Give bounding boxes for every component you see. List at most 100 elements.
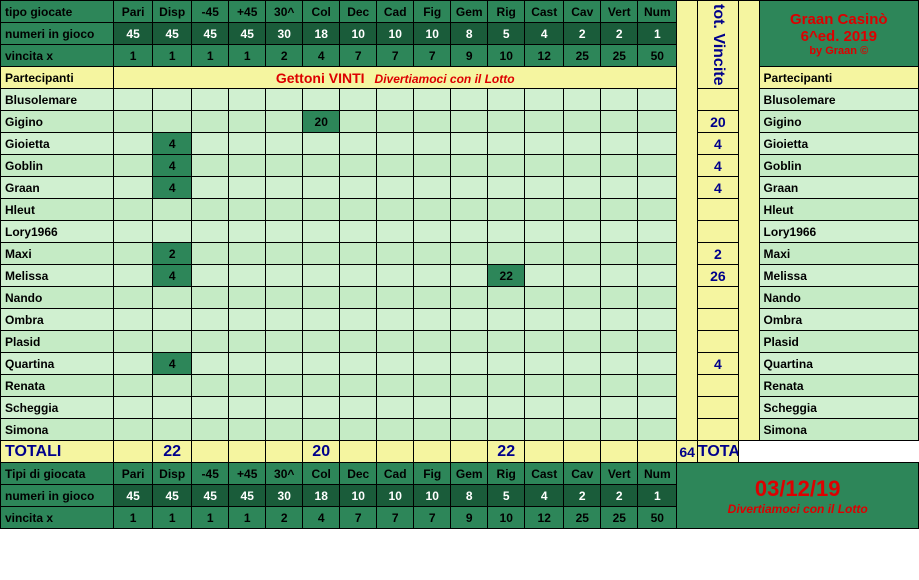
total-cell: 20	[303, 441, 340, 463]
col-header: Fig	[414, 1, 451, 23]
score-cell	[564, 177, 601, 199]
score-cell	[153, 89, 192, 111]
player-name-right: Maxi	[759, 243, 918, 265]
score-cell	[114, 199, 153, 221]
score-cell	[153, 287, 192, 309]
score-cell	[303, 397, 340, 419]
player-name-right: Lory1966	[759, 221, 918, 243]
score-cell	[601, 89, 638, 111]
player-name: Simona	[1, 419, 114, 441]
score-cell	[266, 221, 303, 243]
score-cell	[601, 265, 638, 287]
score-cell: 20	[303, 111, 340, 133]
score-cell	[414, 89, 451, 111]
score-cell	[340, 199, 377, 221]
score-cell	[601, 199, 638, 221]
player-name-right: Goblin	[759, 155, 918, 177]
score-cell	[266, 309, 303, 331]
score-cell	[153, 199, 192, 221]
score-cell	[525, 331, 564, 353]
score-cell	[414, 221, 451, 243]
total-cell	[451, 441, 488, 463]
score-cell: 4	[153, 265, 192, 287]
player-total: 4	[697, 155, 738, 177]
player-name: Scheggia	[1, 397, 114, 419]
score-cell: 4	[153, 133, 192, 155]
score-cell	[377, 375, 414, 397]
score-cell	[229, 199, 266, 221]
col-header: Pari	[114, 1, 153, 23]
score-cell	[229, 419, 266, 441]
score-cell	[638, 419, 677, 441]
score-cell	[451, 199, 488, 221]
col-header: +45	[229, 1, 266, 23]
player-name: Lory1966	[1, 221, 114, 243]
score-cell	[564, 199, 601, 221]
player-name-right: Quartina	[759, 353, 918, 375]
player-name: Maxi	[1, 243, 114, 265]
score-cell	[564, 265, 601, 287]
score-cell	[414, 243, 451, 265]
col-header: Col	[303, 1, 340, 23]
score-cell	[414, 309, 451, 331]
player-total: 2	[697, 243, 738, 265]
player-name-right: Graan	[759, 177, 918, 199]
player-total	[697, 287, 738, 309]
player-name: Quartina	[1, 353, 114, 375]
col-header: Cast	[525, 1, 564, 23]
score-cell	[192, 265, 229, 287]
total-cell	[564, 441, 601, 463]
score-cell	[303, 265, 340, 287]
score-cell	[192, 331, 229, 353]
score-cell	[377, 221, 414, 243]
score-cell	[377, 177, 414, 199]
score-cell	[564, 155, 601, 177]
score-cell	[114, 419, 153, 441]
score-cell	[451, 287, 488, 309]
score-cell	[303, 199, 340, 221]
score-cell	[340, 111, 377, 133]
total-cell	[638, 441, 677, 463]
col-header: Rig	[488, 1, 525, 23]
score-cell	[414, 397, 451, 419]
score-cell	[114, 177, 153, 199]
player-total: 4	[697, 353, 738, 375]
score-cell	[114, 155, 153, 177]
player-total: 4	[697, 133, 738, 155]
player-name-right: Gioietta	[759, 133, 918, 155]
score-cell	[153, 419, 192, 441]
total-cell: 22	[488, 441, 525, 463]
score-cell	[114, 243, 153, 265]
score-cell	[488, 331, 525, 353]
total-cell	[192, 441, 229, 463]
score-cell	[303, 331, 340, 353]
score-cell	[564, 375, 601, 397]
score-cell	[414, 155, 451, 177]
score-cell	[340, 89, 377, 111]
score-cell	[114, 133, 153, 155]
player-name: Renata	[1, 375, 114, 397]
total-cell	[114, 441, 153, 463]
score-cell	[601, 397, 638, 419]
score-cell	[414, 375, 451, 397]
score-cell	[303, 309, 340, 331]
score-cell	[638, 89, 677, 111]
score-cell	[414, 177, 451, 199]
score-cell	[525, 397, 564, 419]
score-cell	[153, 331, 192, 353]
score-cell: 2	[153, 243, 192, 265]
score-cell	[192, 287, 229, 309]
score-cell	[192, 243, 229, 265]
score-cell	[229, 133, 266, 155]
score-cell	[525, 89, 564, 111]
col-header: Vert	[601, 1, 638, 23]
score-cell	[229, 111, 266, 133]
score-cell	[638, 287, 677, 309]
score-cell	[638, 177, 677, 199]
score-cell	[414, 133, 451, 155]
score-cell	[303, 155, 340, 177]
player-name: Blusolemare	[1, 89, 114, 111]
player-name-right: Scheggia	[759, 397, 918, 419]
score-cell	[377, 133, 414, 155]
score-cell	[303, 177, 340, 199]
